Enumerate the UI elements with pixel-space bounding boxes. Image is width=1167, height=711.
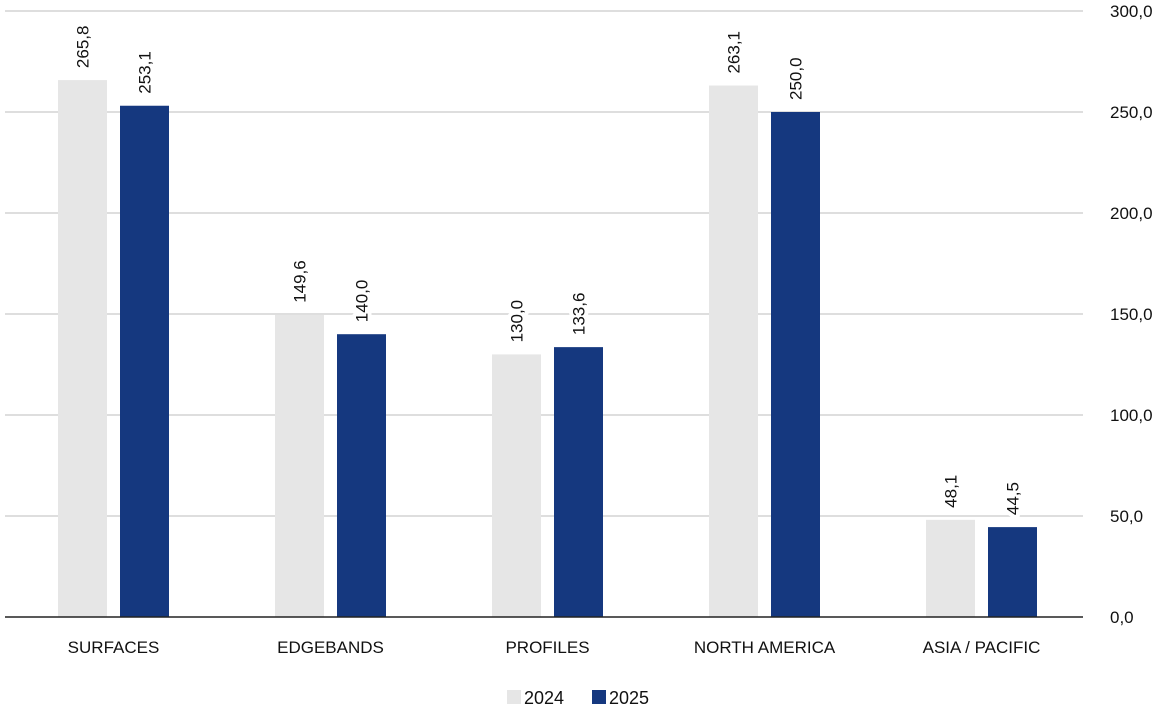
data-label: 263,1	[725, 31, 744, 74]
category-label: EDGEBANDS	[277, 638, 384, 657]
y-tick-label: 150,0	[1110, 305, 1153, 324]
data-labels: 265,8 253,1 149,6 140,0 130,0 133,6 263,1 250,0…	[70, 22, 1027, 520]
y-tick-label: 200,0	[1110, 204, 1153, 223]
data-label: 253,1	[136, 51, 155, 94]
y-tick-label: 0,0	[1110, 608, 1134, 627]
legend-label: 2024	[524, 688, 564, 708]
bars	[58, 80, 1037, 618]
y-tick-label: 100,0	[1110, 406, 1153, 425]
data-label: 44,5	[1004, 482, 1023, 515]
legend-swatch-2024	[507, 690, 521, 704]
y-tick-label: 50,0	[1110, 507, 1143, 526]
category-label: NORTH AMERICA	[694, 638, 836, 657]
legend: 2024 2025	[507, 688, 649, 708]
data-label: 130,0	[508, 300, 527, 343]
legend-swatch-2025	[592, 690, 606, 704]
bar-2025	[554, 347, 603, 617]
data-label: 265,8	[74, 26, 93, 69]
category-label: SURFACES	[68, 638, 160, 657]
data-label: 140,0	[353, 280, 372, 323]
category-label: ASIA / PACIFIC	[923, 638, 1041, 657]
data-label: 48,1	[942, 475, 961, 508]
bar-2024	[709, 85, 758, 617]
bar-2025	[988, 527, 1037, 617]
legend-label: 2025	[609, 688, 649, 708]
y-tick-label: 300,0	[1110, 2, 1153, 21]
y-tick-label: 250,0	[1110, 103, 1153, 122]
bar-2024	[926, 519, 975, 617]
data-label: 133,6	[570, 293, 589, 336]
gridlines	[5, 10, 1083, 517]
bar-2024	[492, 354, 541, 617]
data-label: 149,6	[291, 260, 310, 303]
x-axis-categories: SURFACES EDGEBANDS PROFILES NORTH AMERICA AS…	[68, 638, 1041, 657]
category-label: PROFILES	[505, 638, 589, 657]
bar-2025	[120, 105, 169, 617]
bar-2024	[58, 80, 107, 618]
bar-2024	[275, 314, 324, 617]
data-label: 250,0	[787, 57, 806, 100]
bar-2025	[771, 112, 820, 617]
bar-2025	[337, 334, 386, 617]
y-axis-ticks: 0,0 50,0 100,0 150,0 200,0 250,0 300,0	[1110, 2, 1153, 627]
